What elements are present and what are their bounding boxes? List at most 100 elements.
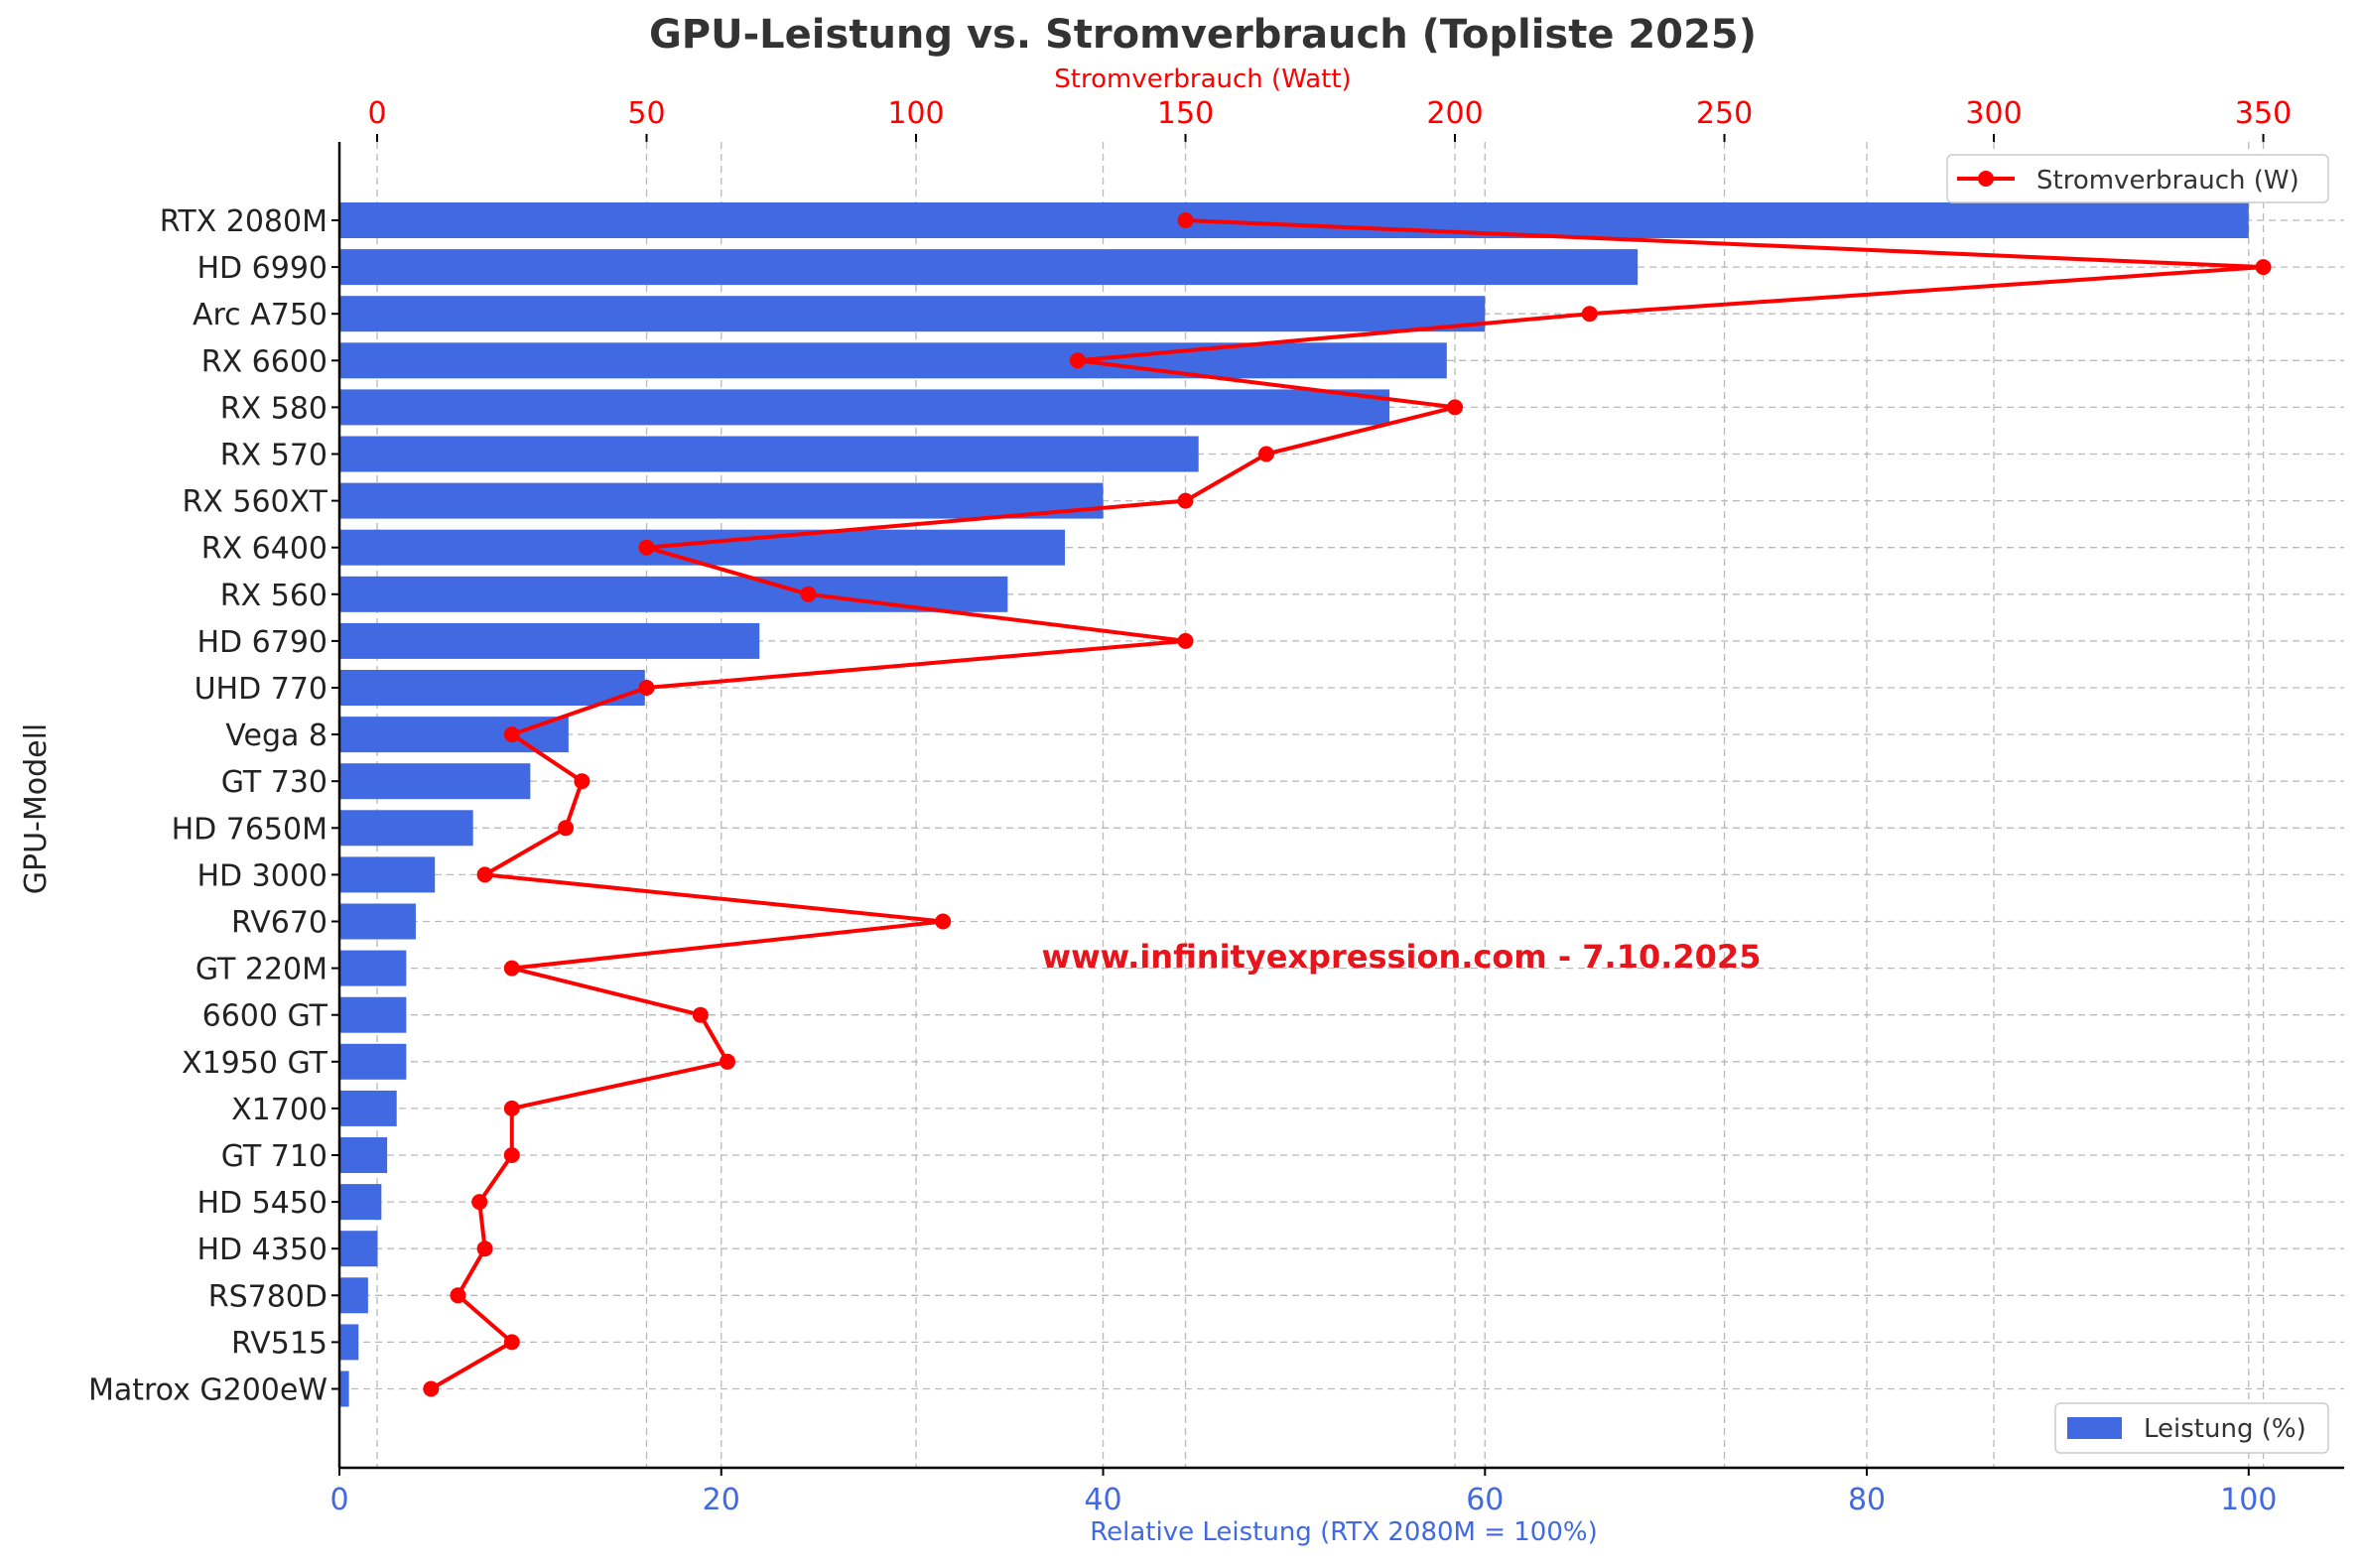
- line-point: [1177, 212, 1194, 228]
- tick-label-y: RX 6600: [201, 344, 328, 379]
- tick-label-top: 0: [367, 96, 386, 131]
- tick-label-y: RS780D: [208, 1279, 328, 1314]
- bar: [339, 950, 407, 986]
- bar: [339, 1231, 378, 1267]
- tick-label-bottom: 100: [2220, 1483, 2277, 1517]
- tick-label-y: HD 5450: [197, 1186, 328, 1221]
- line-point: [503, 1334, 520, 1351]
- tick-label-bottom: 20: [703, 1483, 740, 1517]
- bar: [339, 529, 1066, 566]
- line-point: [503, 1100, 520, 1116]
- tick-label-y: HD 7650M: [172, 812, 328, 847]
- grid: [338, 142, 2344, 1468]
- legend-line: Stromverbrauch (W): [1946, 154, 2329, 203]
- line-point: [471, 1194, 488, 1211]
- line-point: [1257, 446, 1274, 462]
- tick-label-y: GT 220M: [196, 953, 328, 987]
- watermark: www.infinityexpression.com - 7.10.2025: [1042, 938, 1762, 976]
- bar: [339, 1137, 388, 1173]
- tick-label-y: RX 560XT: [182, 485, 328, 520]
- y-axis-label: GPU-Modell: [19, 723, 54, 895]
- bar: [339, 389, 1390, 426]
- bar: [339, 996, 407, 1033]
- tick-label-bottom: 40: [1084, 1483, 1121, 1517]
- tick-label-y: HD 6990: [197, 251, 328, 286]
- line-point: [1447, 399, 1464, 416]
- tick-label-y: UHD 770: [195, 672, 328, 707]
- bar: [339, 202, 2249, 238]
- tick-label-top: 100: [887, 96, 944, 131]
- bar: [339, 856, 436, 893]
- tick-label-top: 300: [1965, 96, 2022, 131]
- chart-title: GPU-Leistung vs. Stromverbrauch (Toplist…: [649, 12, 1757, 58]
- tick-label-y: HD 6790: [197, 625, 328, 660]
- bar: [339, 1324, 359, 1361]
- bar: [339, 622, 760, 659]
- line-point: [558, 820, 575, 837]
- line-point: [1069, 352, 1086, 369]
- tick-label-y: RX 6400: [201, 532, 328, 567]
- tick-label-y: Vega 8: [225, 719, 328, 753]
- line-point: [692, 1006, 709, 1023]
- tick-label-y: RTX 2080M: [160, 204, 328, 239]
- line-point: [1177, 632, 1194, 649]
- bar: [339, 1277, 368, 1314]
- tick-label-y: HD 4350: [197, 1233, 328, 1267]
- bar: [339, 249, 1639, 286]
- bars-series-leistung: [339, 202, 2249, 1407]
- tick-label-y: RX 560: [220, 579, 328, 613]
- line-point: [638, 680, 655, 696]
- line-point: [935, 913, 952, 930]
- tick-label-bottom: 80: [1848, 1483, 1886, 1517]
- tick-label-top: 50: [627, 96, 665, 131]
- legend-line-box: [1946, 154, 2329, 203]
- bar: [339, 810, 473, 847]
- tick-labels: 0 20 40 60 80 100 0 50 100 150 200 250 300 350 RTX 208…: [88, 96, 2292, 1517]
- bar: [339, 436, 1199, 472]
- bar: [339, 342, 1447, 379]
- legend-bar-box: [2054, 1402, 2329, 1454]
- legend-bar-swatch: [2067, 1417, 2122, 1439]
- legend-line-label: Stromverbrauch (W): [2036, 166, 2299, 196]
- bar: [339, 1090, 397, 1126]
- tick-label-y: Arc A750: [193, 298, 328, 332]
- line-point: [800, 586, 817, 602]
- line-point: [503, 1147, 520, 1163]
- bar: [339, 296, 1486, 332]
- tick-label-y: RV515: [231, 1326, 328, 1361]
- legend-bar-label: Leistung (%): [2144, 1414, 2306, 1444]
- tick-label-y: X1950 GT: [182, 1046, 328, 1081]
- tick-label-top: 200: [1426, 96, 1483, 131]
- tick-label-y: GT 710: [221, 1139, 328, 1174]
- bar: [339, 482, 1104, 519]
- tick-label-y: RX 570: [220, 439, 328, 473]
- series-line: [430, 218, 2266, 1391]
- line-point: [1177, 492, 1194, 509]
- tick-label-y: X1700: [231, 1093, 328, 1127]
- bar: [339, 1371, 349, 1407]
- bottom-axis-label: Relative Leistung (RTX 2080M = 100%): [1090, 1517, 1598, 1547]
- tick-label-y: HD 3000: [197, 858, 328, 893]
- line-point: [719, 1053, 735, 1070]
- bar: [339, 1184, 382, 1221]
- tick-label-y: 6600 GT: [202, 999, 328, 1034]
- line-point: [2255, 259, 2272, 276]
- tick-label-y: RV670: [231, 906, 328, 941]
- bar: [339, 763, 531, 800]
- tick-label-top: 150: [1157, 96, 1214, 131]
- bar: [339, 1043, 407, 1080]
- tick-label-top: 250: [1696, 96, 1753, 131]
- legend-line-marker: [1978, 171, 1994, 187]
- line-point: [574, 773, 590, 790]
- tick-label-top: 350: [2235, 96, 2292, 131]
- legend-bar: Leistung (%): [2054, 1402, 2329, 1454]
- bar: [339, 903, 416, 940]
- tick-label-bottom: 0: [329, 1483, 348, 1517]
- tick-label-y: Matrox G200eW: [88, 1373, 328, 1408]
- bar: [339, 670, 645, 706]
- line-point: [476, 1241, 493, 1257]
- tick-label-y: GT 730: [221, 765, 328, 800]
- line-point: [503, 726, 520, 743]
- line-point: [450, 1287, 466, 1304]
